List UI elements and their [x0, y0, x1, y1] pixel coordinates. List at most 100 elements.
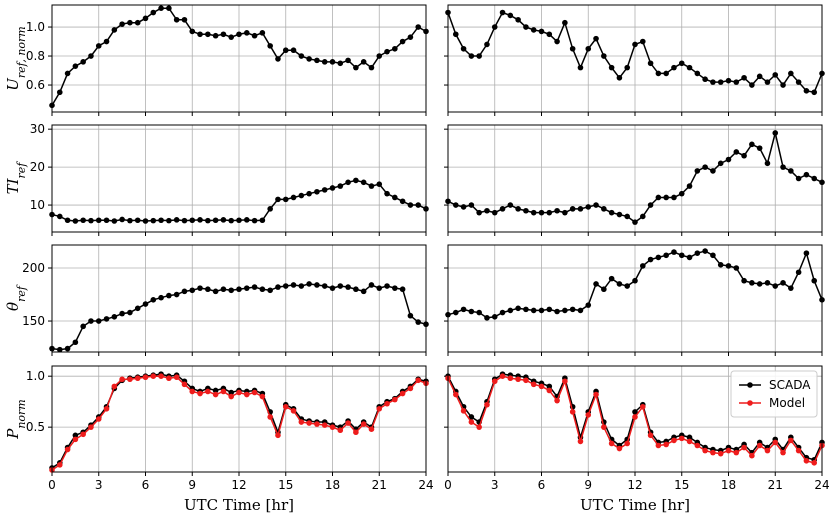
marker	[205, 388, 211, 395]
marker	[678, 252, 685, 259]
marker	[173, 291, 180, 298]
marker	[166, 292, 172, 299]
marker	[741, 444, 747, 451]
marker	[608, 440, 615, 447]
marker	[717, 160, 724, 167]
marker	[127, 376, 133, 383]
marker	[639, 263, 646, 269]
marker	[772, 439, 779, 446]
marker	[756, 145, 763, 151]
marker	[756, 442, 763, 449]
marker	[655, 254, 662, 261]
x-tick-label: 24	[418, 478, 433, 492]
marker	[562, 307, 568, 314]
marker	[803, 171, 810, 178]
axes-frame	[447, 365, 823, 473]
marker	[601, 286, 607, 293]
marker	[189, 388, 196, 395]
x-tick-label: 6	[538, 478, 546, 492]
marker	[228, 393, 235, 400]
marker	[345, 57, 351, 64]
marker	[733, 79, 740, 85]
marker	[80, 431, 86, 438]
marker	[686, 254, 693, 261]
marker	[275, 56, 281, 62]
marker	[725, 156, 732, 163]
marker	[694, 442, 701, 449]
x-tick-label: 6	[142, 478, 150, 492]
marker	[499, 309, 506, 316]
marker	[228, 217, 235, 224]
marker	[468, 202, 475, 208]
marker	[72, 63, 79, 69]
marker	[353, 286, 359, 293]
marker	[788, 70, 794, 77]
marker	[764, 79, 771, 85]
y-tick-label: 0.6	[26, 78, 45, 92]
marker	[546, 306, 553, 313]
marker	[647, 432, 654, 439]
marker	[733, 149, 740, 155]
legend-marker	[747, 400, 753, 406]
marker	[88, 53, 94, 59]
marker	[499, 9, 506, 16]
y-tick-label: 10	[30, 198, 45, 212]
marker	[314, 421, 320, 427]
marker	[267, 287, 273, 294]
marker	[392, 285, 398, 291]
marker	[710, 252, 716, 259]
marker	[306, 281, 312, 287]
marker	[337, 427, 344, 434]
marker	[353, 177, 359, 184]
marker	[686, 434, 693, 441]
marker	[142, 15, 149, 22]
marker	[282, 283, 289, 289]
axes-frame	[51, 365, 427, 473]
marker	[64, 217, 71, 224]
marker	[476, 53, 482, 59]
panel	[444, 244, 825, 356]
marker	[189, 287, 196, 294]
marker	[306, 56, 312, 62]
marker	[811, 89, 818, 96]
panel	[444, 4, 825, 116]
marker	[321, 422, 328, 428]
marker	[337, 60, 344, 67]
x-tick-label: 18	[325, 478, 340, 492]
marker	[236, 389, 242, 396]
marker	[56, 346, 63, 353]
marker	[811, 175, 818, 182]
marker	[314, 188, 320, 195]
marker	[353, 64, 359, 71]
marker	[407, 312, 414, 319]
marker	[710, 168, 716, 174]
marker	[337, 183, 344, 189]
marker	[562, 209, 568, 216]
marker	[523, 377, 529, 384]
y-tick-label: 20	[30, 160, 45, 174]
marker	[376, 285, 383, 291]
marker	[717, 262, 724, 268]
marker	[577, 206, 584, 212]
marker	[205, 286, 211, 293]
marker	[569, 306, 576, 313]
marker	[756, 73, 763, 80]
marker	[415, 377, 422, 384]
marker	[710, 449, 716, 456]
marker	[134, 375, 141, 382]
marker	[314, 57, 320, 64]
marker	[671, 249, 677, 255]
marker	[236, 31, 242, 38]
marker	[530, 381, 537, 388]
marker	[452, 309, 459, 316]
marker	[142, 301, 149, 307]
x-tick-label: 15	[674, 478, 689, 492]
marker	[624, 213, 631, 220]
marker	[577, 438, 584, 445]
marker	[181, 288, 188, 295]
x-tick-label: 9	[188, 478, 196, 492]
marker	[554, 308, 560, 315]
marker	[298, 192, 305, 199]
marker	[811, 460, 818, 466]
marker	[749, 452, 755, 459]
